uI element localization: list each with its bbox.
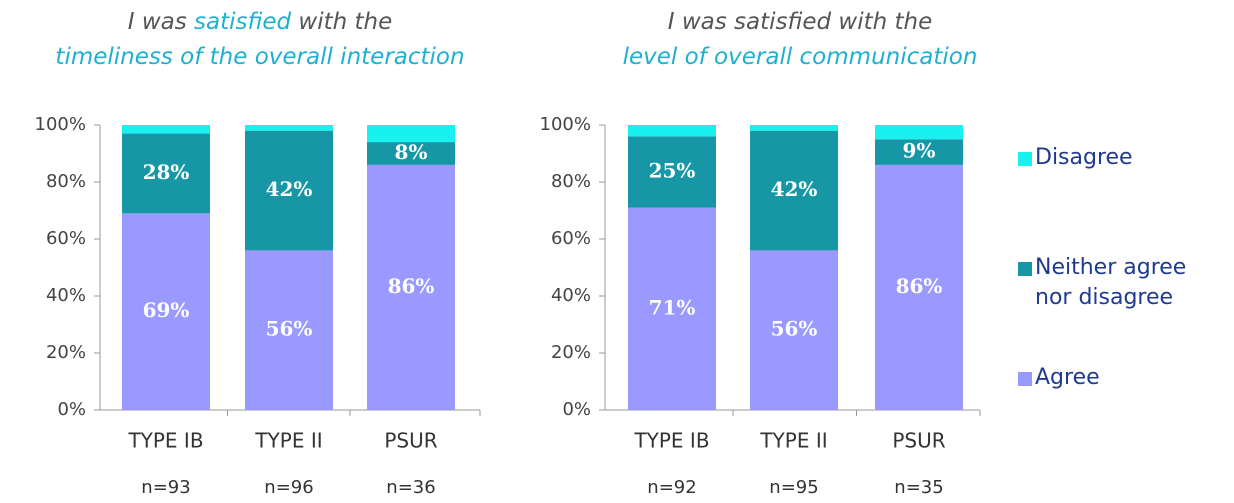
y-tick-label: 100% (540, 114, 591, 135)
legend-swatch (1018, 262, 1032, 276)
value-label: 69% (143, 298, 190, 322)
x-tick-label: TYPE II (254, 429, 322, 453)
y-tick-label: 80% (551, 171, 591, 192)
title-part: I was satisfied with the (668, 9, 933, 35)
n-label: n=35 (894, 477, 943, 498)
y-tick-label: 100% (35, 114, 86, 135)
y-tick-label: 40% (551, 285, 591, 306)
y-tick-label: 20% (551, 342, 591, 363)
bar-segment (122, 213, 210, 410)
n-label: n=93 (141, 477, 190, 498)
bar-segment (750, 130, 838, 251)
x-tick-label: TYPE IB (633, 429, 709, 453)
bar-segment (875, 139, 963, 165)
x-tick-label: TYPE II (759, 429, 827, 453)
bar-segment (245, 130, 333, 251)
bar-segment (367, 125, 455, 143)
y-tick-label: 80% (46, 171, 86, 192)
chart-title: level of overall communication (623, 44, 978, 70)
legend-label: Agree (1035, 365, 1100, 390)
legend-swatch (1018, 152, 1032, 166)
value-label: 28% (143, 160, 190, 184)
bar-segment (628, 136, 716, 208)
bar-segment (122, 125, 210, 134)
y-tick-label: 0% (562, 399, 591, 420)
title-part: I was (128, 9, 194, 35)
x-tick-label: PSUR (892, 429, 945, 453)
n-label: n=36 (386, 477, 435, 498)
y-tick-label: 0% (57, 399, 86, 420)
bar-segment (875, 125, 963, 140)
y-tick-label: 40% (46, 285, 86, 306)
legend-label: Disagree (1035, 145, 1133, 170)
y-tick-label: 60% (551, 228, 591, 249)
title-part: timeliness of the overall interaction (55, 44, 464, 70)
y-tick-label: 60% (46, 228, 86, 249)
bar-segment (245, 250, 333, 410)
value-label: 86% (388, 274, 435, 298)
title-part: satisfied (194, 9, 291, 35)
value-label: 42% (771, 177, 818, 201)
bar-segment (875, 164, 963, 410)
chart-title: I was satisfied with the (128, 9, 393, 35)
title-part: with the (291, 9, 392, 35)
bar-segment (750, 125, 838, 131)
bar-segment (122, 133, 210, 214)
bar-segment (367, 164, 455, 410)
bar-segment (367, 142, 455, 165)
value-label: 25% (649, 159, 696, 183)
y-tick-label: 20% (46, 342, 86, 363)
x-tick-label: TYPE IB (127, 429, 203, 453)
value-label: 56% (266, 317, 313, 341)
value-label: 71% (649, 295, 696, 319)
bar-segment (245, 125, 333, 131)
chart-title: timeliness of the overall interaction (55, 44, 464, 70)
n-label: n=95 (769, 477, 818, 498)
value-label: 42% (266, 177, 313, 201)
value-label: 8% (395, 140, 428, 164)
title-part: level of overall communication (623, 44, 978, 70)
n-label: n=96 (264, 477, 313, 498)
bar-segment (750, 250, 838, 410)
value-label: 9% (903, 139, 936, 163)
x-tick-label: PSUR (384, 429, 437, 453)
bar-segment (628, 125, 716, 137)
chart-title: I was satisfied with the (668, 9, 933, 35)
value-label: 86% (896, 274, 943, 298)
legend-swatch (1018, 372, 1032, 386)
n-label: n=92 (647, 477, 696, 498)
bar-segment (628, 207, 716, 410)
value-label: 56% (771, 317, 818, 341)
legend-label: Neither agree nor disagree (1035, 255, 1187, 310)
